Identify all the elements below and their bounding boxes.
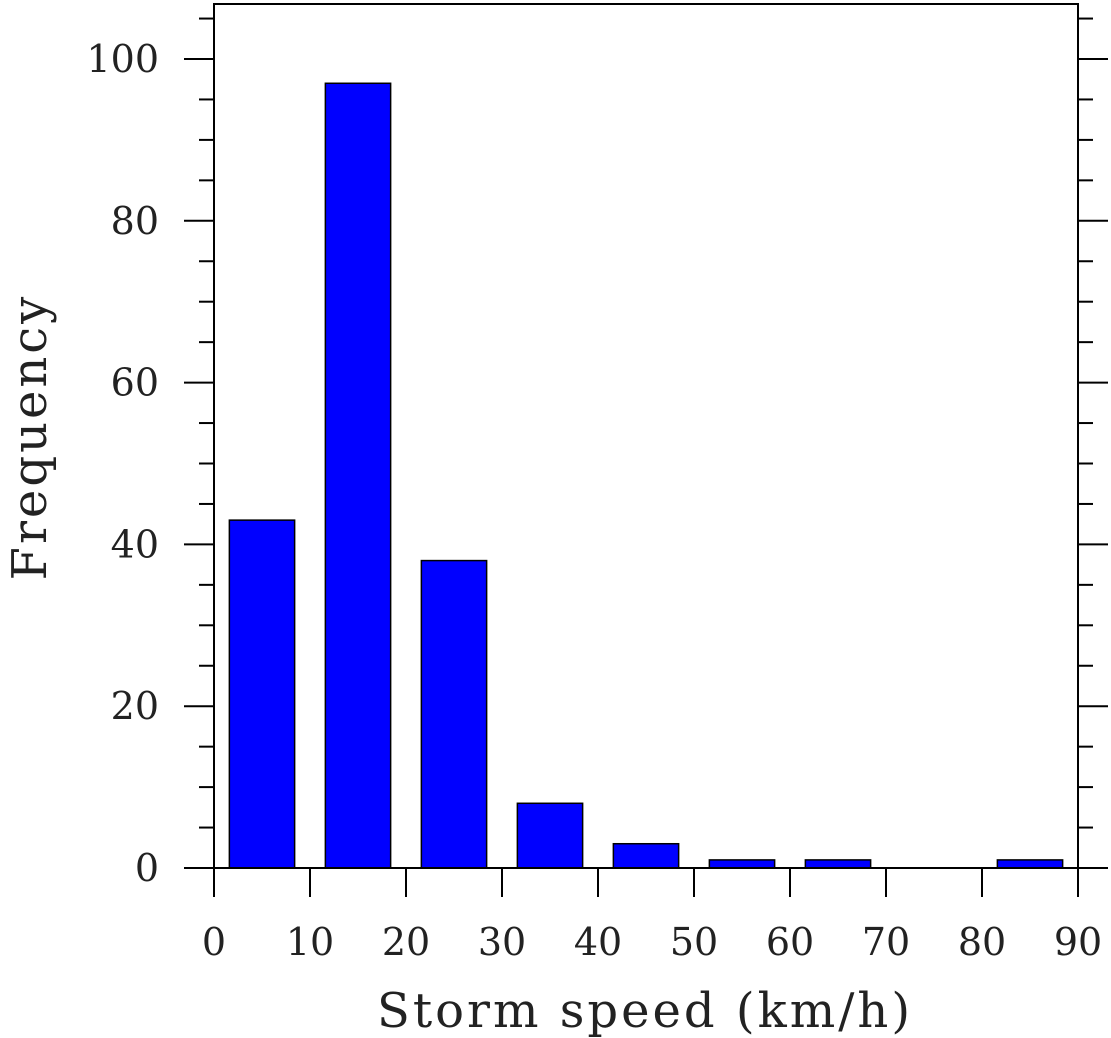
y-axis-label: Frequency [2, 294, 58, 581]
x-tick-label: 60 [766, 920, 814, 964]
y-tick-label: 60 [111, 361, 159, 405]
x-axis-label: Storm speed (km/h) [377, 983, 913, 1038]
y-tick-label: 20 [111, 684, 159, 728]
axes [184, 3, 1108, 897]
y-tick-label: 80 [111, 199, 159, 243]
bar-10-20 [324, 82, 392, 869]
x-tick-label: 10 [286, 920, 334, 964]
bars [228, 82, 1064, 869]
bar-80-90 [996, 859, 1064, 869]
x-tick-label: 80 [958, 920, 1006, 964]
x-tick-label: 40 [574, 920, 622, 964]
bar-30-40 [516, 802, 584, 869]
plot-frame [213, 3, 1079, 869]
x-tick-label: 50 [670, 920, 718, 964]
x-tick-label: 90 [1054, 920, 1102, 964]
y-tick-label: 40 [111, 522, 159, 566]
bar-20-30 [420, 559, 488, 869]
bar-0-10 [228, 519, 296, 869]
bar-40-50 [612, 842, 680, 869]
x-tick-label: 30 [478, 920, 526, 964]
x-tick-label: 20 [382, 920, 430, 964]
x-tick-label: 0 [202, 920, 226, 964]
bar-50-60 [708, 859, 776, 869]
y-tick-label: 100 [86, 37, 159, 81]
bar-60-70 [804, 859, 872, 869]
x-tick-label: 70 [862, 920, 910, 964]
y-tick-label: 0 [135, 846, 159, 890]
tick-labels: 0 20 40 60 80 100 0 10 20 30 40 50 60 70 80 90 [86, 37, 1102, 964]
